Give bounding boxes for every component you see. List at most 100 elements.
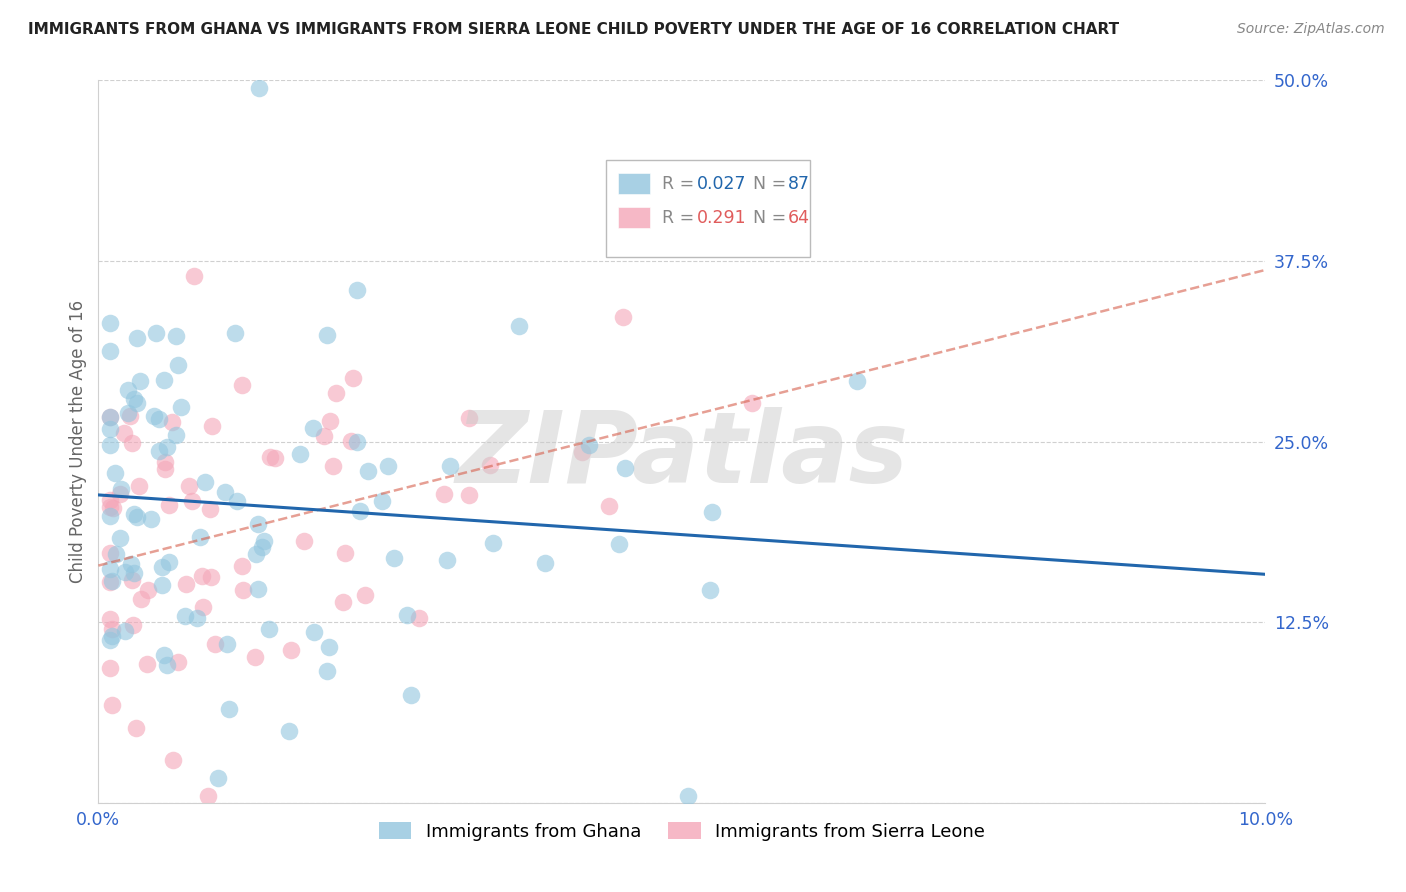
Point bbox=[135, 657, 157, 671]
Point bbox=[846, 374, 869, 388]
Point bbox=[127, 331, 149, 345]
Point bbox=[214, 484, 236, 499]
Point bbox=[117, 383, 139, 397]
Point bbox=[98, 500, 121, 515]
Point bbox=[218, 702, 240, 716]
Point bbox=[122, 618, 145, 632]
Point bbox=[247, 80, 270, 95]
Point bbox=[571, 445, 593, 459]
Point bbox=[101, 574, 124, 588]
Text: 0.027: 0.027 bbox=[697, 175, 747, 193]
Point bbox=[156, 440, 179, 454]
Point bbox=[700, 505, 723, 519]
Point bbox=[508, 318, 530, 333]
Point bbox=[166, 655, 188, 669]
Point bbox=[114, 624, 136, 639]
Point bbox=[125, 721, 148, 735]
Point bbox=[165, 328, 187, 343]
Text: ZIPatlas: ZIPatlas bbox=[456, 408, 908, 505]
Point bbox=[108, 487, 131, 501]
Point bbox=[122, 392, 145, 406]
Point bbox=[246, 582, 269, 596]
Point bbox=[433, 487, 456, 501]
Point bbox=[614, 460, 637, 475]
Point bbox=[439, 458, 461, 473]
Point bbox=[247, 516, 270, 531]
Text: 0.291: 0.291 bbox=[697, 209, 747, 227]
Point bbox=[741, 396, 763, 410]
Point bbox=[377, 459, 399, 474]
Point bbox=[98, 438, 121, 452]
Point bbox=[153, 462, 176, 476]
Point bbox=[382, 551, 405, 566]
Point bbox=[292, 534, 315, 549]
Point bbox=[396, 607, 419, 622]
Point bbox=[177, 479, 200, 493]
Point bbox=[197, 789, 219, 803]
Point bbox=[120, 558, 142, 572]
Point bbox=[150, 560, 173, 574]
Point bbox=[98, 508, 121, 523]
Point bbox=[153, 648, 176, 663]
Point bbox=[121, 435, 143, 450]
Point bbox=[98, 410, 121, 425]
Point bbox=[318, 640, 340, 655]
Text: 64: 64 bbox=[789, 209, 810, 227]
Point bbox=[153, 455, 176, 469]
Point bbox=[145, 326, 167, 341]
Point bbox=[408, 610, 430, 624]
Point bbox=[157, 555, 180, 569]
Point bbox=[232, 583, 254, 598]
Point bbox=[98, 546, 121, 560]
Point bbox=[122, 507, 145, 521]
FancyBboxPatch shape bbox=[617, 207, 651, 228]
Point bbox=[399, 688, 422, 702]
Point bbox=[215, 636, 238, 650]
Point bbox=[231, 558, 253, 573]
Point bbox=[346, 435, 368, 450]
Point bbox=[191, 599, 214, 614]
FancyBboxPatch shape bbox=[617, 173, 651, 194]
Point bbox=[165, 428, 187, 442]
Point bbox=[207, 771, 229, 785]
Text: 87: 87 bbox=[789, 175, 810, 193]
Point bbox=[346, 283, 368, 297]
Point bbox=[129, 374, 152, 388]
Point bbox=[110, 482, 132, 496]
Point bbox=[98, 344, 121, 359]
Point bbox=[148, 443, 170, 458]
Point bbox=[333, 546, 356, 560]
Point bbox=[98, 661, 121, 675]
Point bbox=[302, 421, 325, 435]
Point bbox=[198, 501, 221, 516]
Point bbox=[108, 531, 131, 545]
Point bbox=[98, 612, 121, 626]
Point bbox=[607, 537, 630, 551]
Point bbox=[678, 789, 700, 803]
Point bbox=[316, 328, 339, 343]
Point bbox=[277, 723, 299, 738]
Point bbox=[167, 358, 190, 372]
Text: IMMIGRANTS FROM GHANA VS IMMIGRANTS FROM SIERRA LEONE CHILD POVERTY UNDER THE AG: IMMIGRANTS FROM GHANA VS IMMIGRANTS FROM… bbox=[28, 22, 1119, 37]
Point bbox=[152, 373, 174, 387]
Legend: Immigrants from Ghana, Immigrants from Sierra Leone: Immigrants from Ghana, Immigrants from S… bbox=[371, 815, 993, 848]
Point bbox=[436, 553, 458, 567]
Point bbox=[259, 622, 281, 636]
Y-axis label: Child Poverty Under the Age of 16: Child Poverty Under the Age of 16 bbox=[69, 300, 87, 583]
Point bbox=[481, 535, 503, 549]
Point bbox=[169, 400, 191, 414]
Point bbox=[117, 406, 139, 420]
Point bbox=[176, 577, 198, 591]
Text: N =: N = bbox=[754, 209, 792, 227]
Point bbox=[162, 415, 184, 429]
Point bbox=[224, 326, 246, 341]
Point bbox=[157, 498, 180, 512]
Point bbox=[98, 316, 121, 330]
Point bbox=[139, 511, 162, 525]
Point bbox=[322, 458, 344, 473]
Text: R =: R = bbox=[662, 175, 700, 193]
Point bbox=[98, 575, 121, 590]
Point bbox=[191, 569, 214, 583]
Point bbox=[578, 438, 600, 452]
Point bbox=[314, 429, 336, 443]
